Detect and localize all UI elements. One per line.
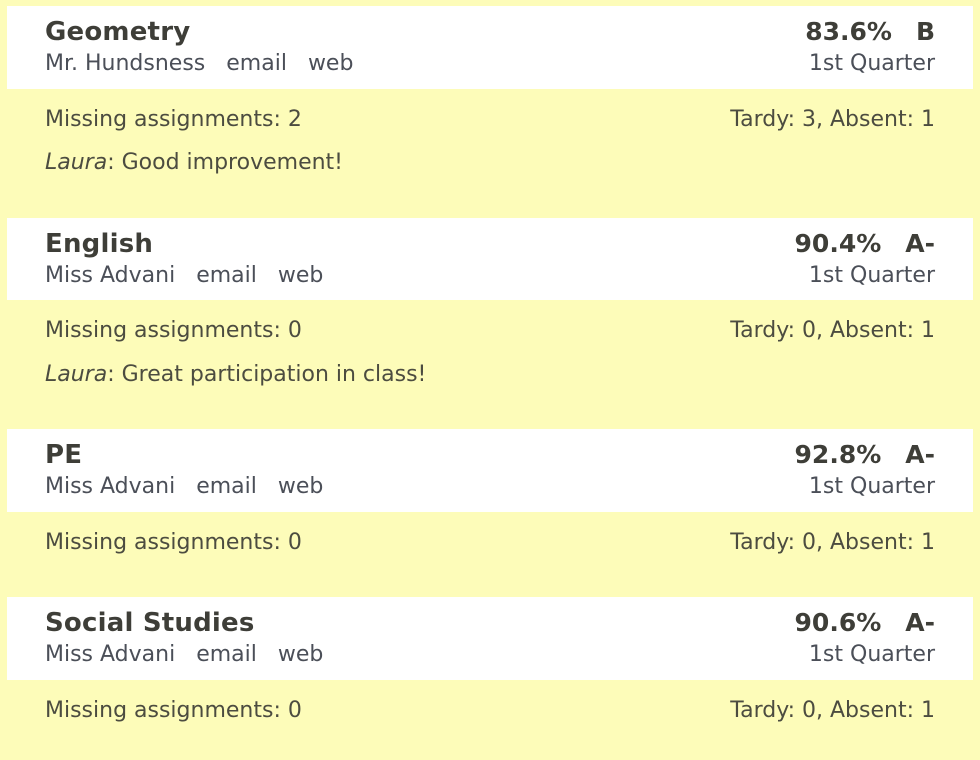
attendance-summary: Tardy: 0, Absent: 1 <box>730 697 935 723</box>
grade-line: 90.6% A- <box>795 608 935 638</box>
grade-info: 83.6% B 1st Quarter <box>805 17 935 77</box>
course-info: PE Miss Advani email web <box>45 440 323 501</box>
term-label: 1st Quarter <box>808 51 935 76</box>
web-link[interactable]: web <box>277 262 324 288</box>
grade-info: 90.4% A- 1st Quarter <box>795 229 935 289</box>
course-name: English <box>45 228 154 259</box>
teacher-line: Mr. Hundsness email web <box>45 51 353 77</box>
teacher-name: Miss Advani <box>45 474 176 500</box>
grades-page: Geometry Mr. Hundsness email web 83.6% B… <box>7 6 973 739</box>
course-details: Missing assignments: 0 Tardy: 0, Absent:… <box>7 680 973 740</box>
grade-line: 83.6% B <box>805 17 935 47</box>
note-text: : Great participation in class! <box>107 361 427 387</box>
course-name: PE <box>45 440 83 471</box>
term-label: 1st Quarter <box>808 474 935 500</box>
course-info: English Miss Advani email web <box>45 229 323 290</box>
course-header: PE Miss Advani email web 92.8% A- 1st Qu… <box>7 429 973 512</box>
web-link[interactable]: web <box>277 642 324 668</box>
course-details: Missing assignments: 0 Tardy: 0, Absent:… <box>7 300 973 403</box>
course-card: PE Miss Advani email web 92.8% A- 1st Qu… <box>7 429 973 571</box>
course-header: English Miss Advani email web 90.4% A- 1… <box>7 217 973 301</box>
note-author: Laura <box>45 150 108 176</box>
teacher-note: Laura: Great participation in class! <box>45 361 935 389</box>
teacher-name: Mr. Hundsness <box>45 51 206 77</box>
grade-letter: A- <box>905 608 935 638</box>
missing-assignments: Missing assignments: 0 <box>45 529 302 555</box>
teacher-note: Laura: Good improvement! <box>45 149 935 177</box>
teacher-name: Miss Advani <box>45 262 176 288</box>
detail-row: Missing assignments: 0 Tardy: 0, Absent:… <box>45 317 935 345</box>
missing-assignments: Missing assignments: 0 <box>45 697 302 723</box>
attendance-summary: Tardy: 0, Absent: 1 <box>730 318 935 344</box>
grade-line: 90.4% A- <box>795 229 935 259</box>
grade-percent: 92.8% <box>794 440 882 470</box>
attendance-summary: Tardy: 0, Absent: 1 <box>730 529 935 555</box>
email-link[interactable]: email <box>226 51 287 77</box>
term-label: 1st Quarter <box>808 642 935 668</box>
course-details: Missing assignments: 2 Tardy: 3, Absent:… <box>7 89 973 192</box>
detail-row: Missing assignments: 0 Tardy: 0, Absent:… <box>45 529 935 557</box>
missing-assignments: Missing assignments: 0 <box>45 318 302 344</box>
grade-letter: B <box>915 17 935 46</box>
detail-row: Missing assignments: 0 Tardy: 0, Absent:… <box>45 697 935 725</box>
course-name: Geometry <box>45 17 191 47</box>
course-header: Geometry Mr. Hundsness email web 83.6% B… <box>7 6 973 89</box>
web-link[interactable]: web <box>307 51 354 77</box>
grade-info: 92.8% A- 1st Quarter <box>795 440 935 500</box>
course-info: Social Studies Miss Advani email web <box>45 608 323 669</box>
email-link[interactable]: email <box>196 262 257 288</box>
course-card: Social Studies Miss Advani email web 90.… <box>7 597 973 739</box>
email-link[interactable]: email <box>196 474 257 500</box>
detail-row: Missing assignments: 2 Tardy: 3, Absent:… <box>45 106 935 134</box>
grade-letter: A- <box>905 440 935 470</box>
grade-percent: 90.4% <box>794 228 882 258</box>
course-card: Geometry Mr. Hundsness email web 83.6% B… <box>7 6 973 192</box>
grade-letter: A- <box>905 228 935 258</box>
course-header: Social Studies Miss Advani email web 90.… <box>7 597 973 680</box>
grade-percent: 83.6% <box>805 17 892 46</box>
teacher-line: Miss Advani email web <box>45 642 323 668</box>
grade-percent: 90.6% <box>794 608 882 638</box>
term-label: 1st Quarter <box>808 262 935 288</box>
course-info: Geometry Mr. Hundsness email web <box>45 17 353 78</box>
note-author: Laura <box>45 361 108 387</box>
attendance-summary: Tardy: 3, Absent: 1 <box>730 106 935 132</box>
note-text: : Good improvement! <box>107 150 343 176</box>
grade-info: 90.6% A- 1st Quarter <box>795 608 935 668</box>
teacher-name: Miss Advani <box>45 642 176 668</box>
missing-assignments: Missing assignments: 2 <box>45 106 302 132</box>
web-link[interactable]: web <box>277 474 324 500</box>
teacher-line: Miss Advani email web <box>45 474 323 500</box>
course-card: English Miss Advani email web 90.4% A- 1… <box>7 217 973 404</box>
course-name: Social Studies <box>45 608 255 639</box>
grade-line: 92.8% A- <box>795 440 935 470</box>
teacher-line: Miss Advani email web <box>45 263 323 289</box>
email-link[interactable]: email <box>196 642 257 668</box>
course-details: Missing assignments: 0 Tardy: 0, Absent:… <box>7 512 973 572</box>
